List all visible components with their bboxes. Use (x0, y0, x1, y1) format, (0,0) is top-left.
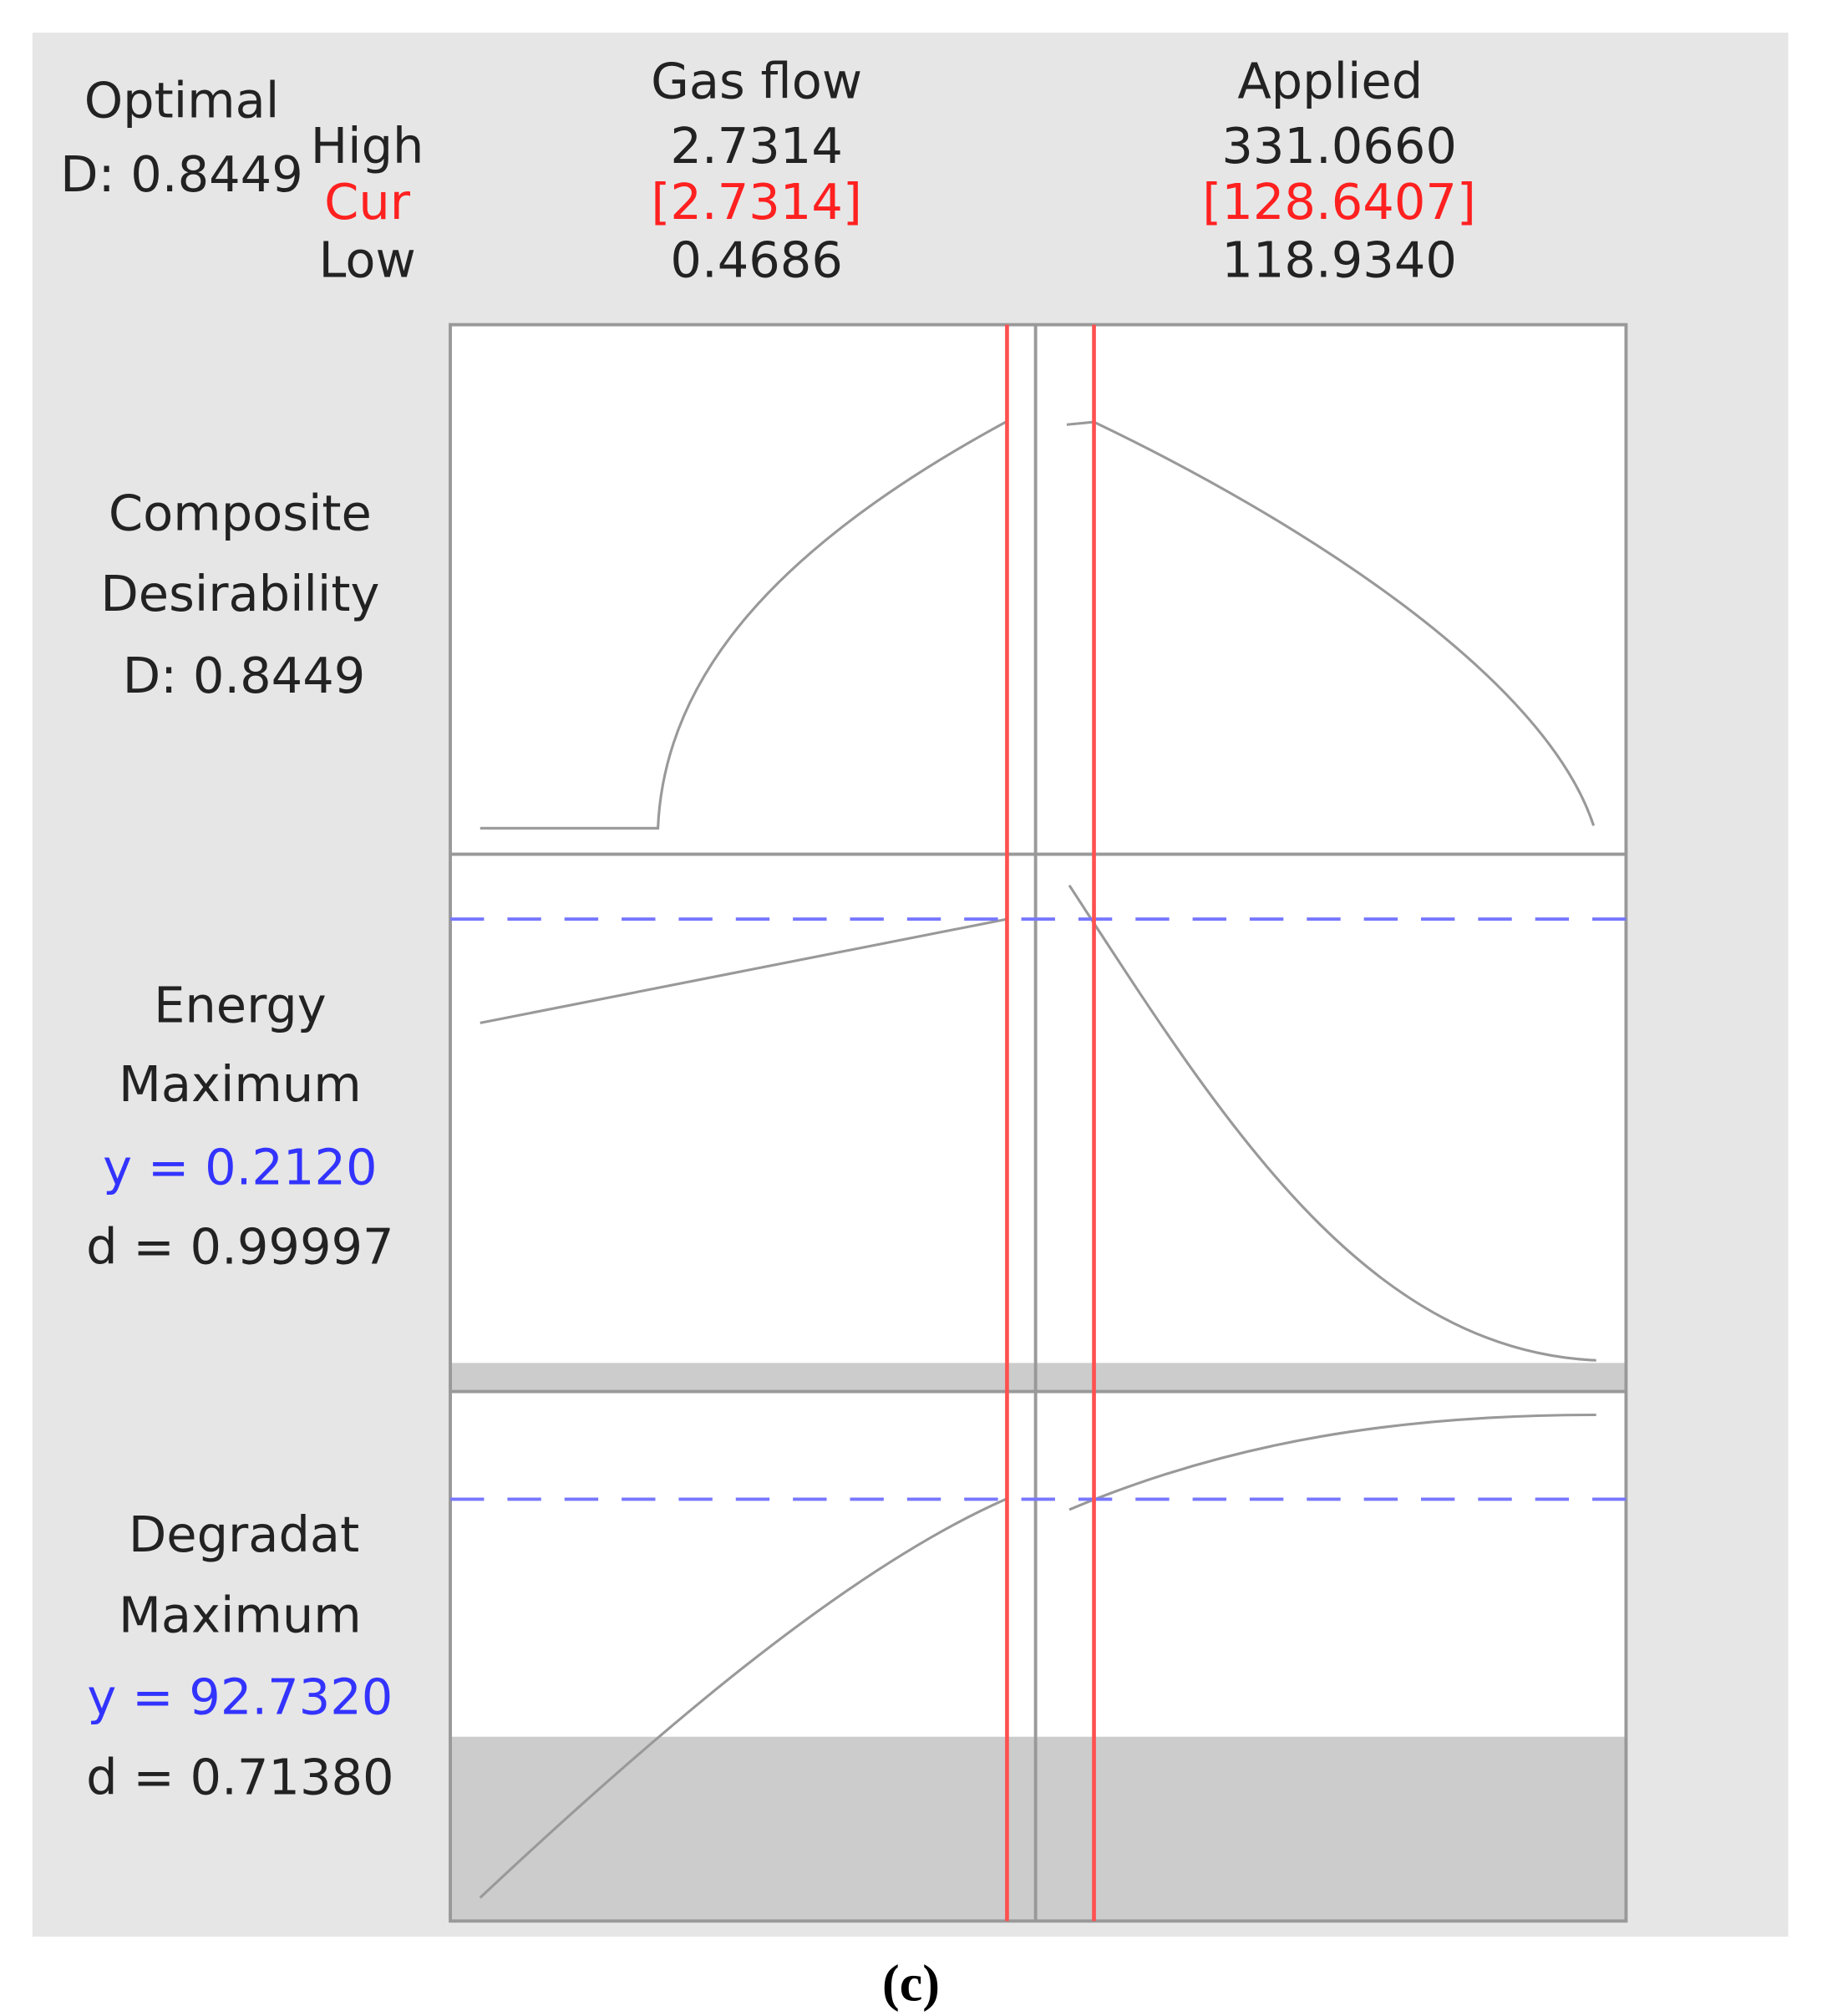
plot-area (450, 324, 1627, 1922)
curve (1068, 1413, 1596, 1511)
factor-name: Gas flow (651, 52, 862, 109)
curve (480, 420, 1007, 830)
shade-band (450, 1736, 1627, 1922)
curve (479, 1498, 1007, 1899)
caption: (c) (882, 1955, 940, 2012)
label: Low (319, 231, 416, 289)
row-label: Composite (109, 485, 372, 542)
factor-low: 0.4686 (670, 231, 843, 289)
factor-low: 118.9340 (1221, 231, 1457, 289)
label: Optimal (84, 72, 280, 129)
label: Cur (324, 173, 411, 231)
label: D: 0.8449 (60, 145, 303, 203)
factor-high: 2.7314 (670, 117, 843, 175)
curve (480, 917, 1007, 1024)
row-label: Maximum (119, 1586, 362, 1643)
label: High (311, 117, 424, 175)
response-d: d = 0.99997 (86, 1217, 393, 1275)
response-d: d = 0.71380 (86, 1749, 393, 1806)
factor-name: Applied (1237, 52, 1423, 109)
row-label: Energy (154, 976, 327, 1033)
shade-band (450, 1363, 1627, 1392)
factor-cur: [2.7314] (651, 173, 862, 231)
factor-high: 331.0660 (1221, 117, 1457, 175)
row-label: Degradat (129, 1506, 359, 1563)
factor-cur: [128.6407] (1202, 173, 1476, 231)
curve (1068, 884, 1596, 1362)
row-label: D: 0.8449 (123, 647, 366, 704)
plot-frame (449, 322, 1628, 1923)
response-y: y = 0.2120 (103, 1139, 377, 1196)
row-label: Desirability (100, 565, 379, 622)
response-y: y = 92.7320 (87, 1668, 393, 1725)
row-label: Maximum (119, 1055, 362, 1113)
curve (1066, 420, 1596, 826)
